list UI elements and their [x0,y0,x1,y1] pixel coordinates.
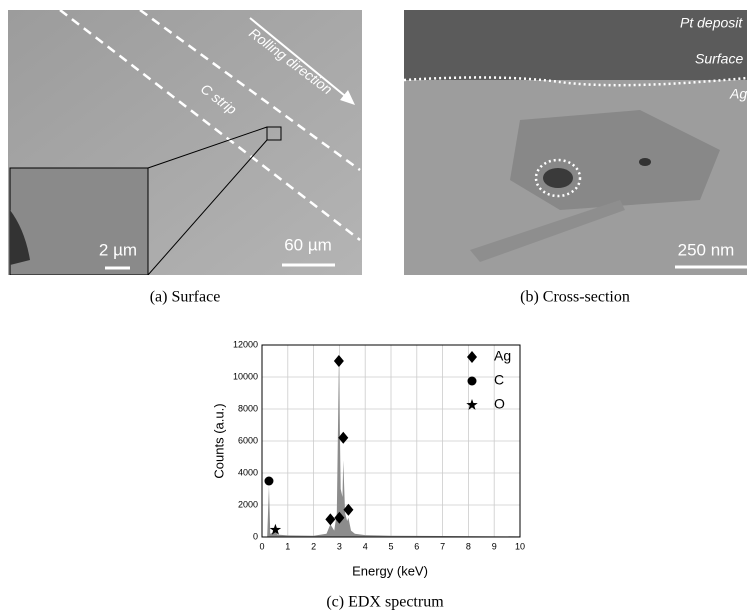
marker [333,355,344,367]
x-tick-label: 10 [515,541,525,551]
legend-label: Ag [494,348,511,364]
label: Pt deposit [680,15,743,31]
marker [269,523,282,535]
x-tick-label: 1 [285,541,290,551]
edx-chart: Energy (keV) Counts (a.u.) 0 2000 4000 6000… [211,339,525,578]
label: Ag [729,86,747,102]
cross-section-micrograph: Pt deposit Surface Ag 250 nm [403,10,747,275]
y-tick-label: 12000 [233,339,258,349]
legend-marker [467,376,477,386]
y-axis-label: Counts (a.u.) [211,403,226,478]
legend-label: O [494,396,505,412]
scale-label: 250 nm [678,240,735,259]
marker [334,511,345,524]
caption: (a) Surface [150,289,221,306]
caption: (c) EDX spectrum [326,594,444,611]
x-tick-label: 7 [440,541,445,551]
legend-marker [466,399,478,410]
x-tick-label: 3 [337,541,342,551]
x-axis-label: Energy (keV) [352,563,428,578]
x-tick-label: 2 [311,541,316,551]
y-tick-label: 6000 [238,435,258,445]
marker [338,431,349,444]
plot-frame [261,344,521,538]
surface-micrograph: Rolling direction C strip 2 µm 60 µm [8,10,362,275]
marker [343,503,354,516]
y-tick-label: 10000 [233,371,258,381]
x-tick-label: 6 [414,541,419,551]
legend-marker [467,351,477,363]
y-tick-label: 0 [253,531,258,541]
marker [264,476,274,486]
scale-label: 2 µm [99,240,137,259]
x-tick-label: 9 [492,541,497,551]
y-tick-label: 2000 [238,499,258,509]
legend-label: C [494,372,504,388]
x-tick-label: 5 [388,541,393,551]
y-tick-label: 4000 [238,467,258,477]
caption: (b) Cross-section [520,289,630,306]
marker [325,513,336,526]
x-tick-label: 4 [363,541,368,551]
y-tick-label: 8000 [238,403,258,413]
x-tick-label: 8 [466,541,471,551]
scale-label: 60 µm [284,235,332,254]
x-tick-label: 0 [259,541,264,551]
label: Surface [695,51,743,67]
